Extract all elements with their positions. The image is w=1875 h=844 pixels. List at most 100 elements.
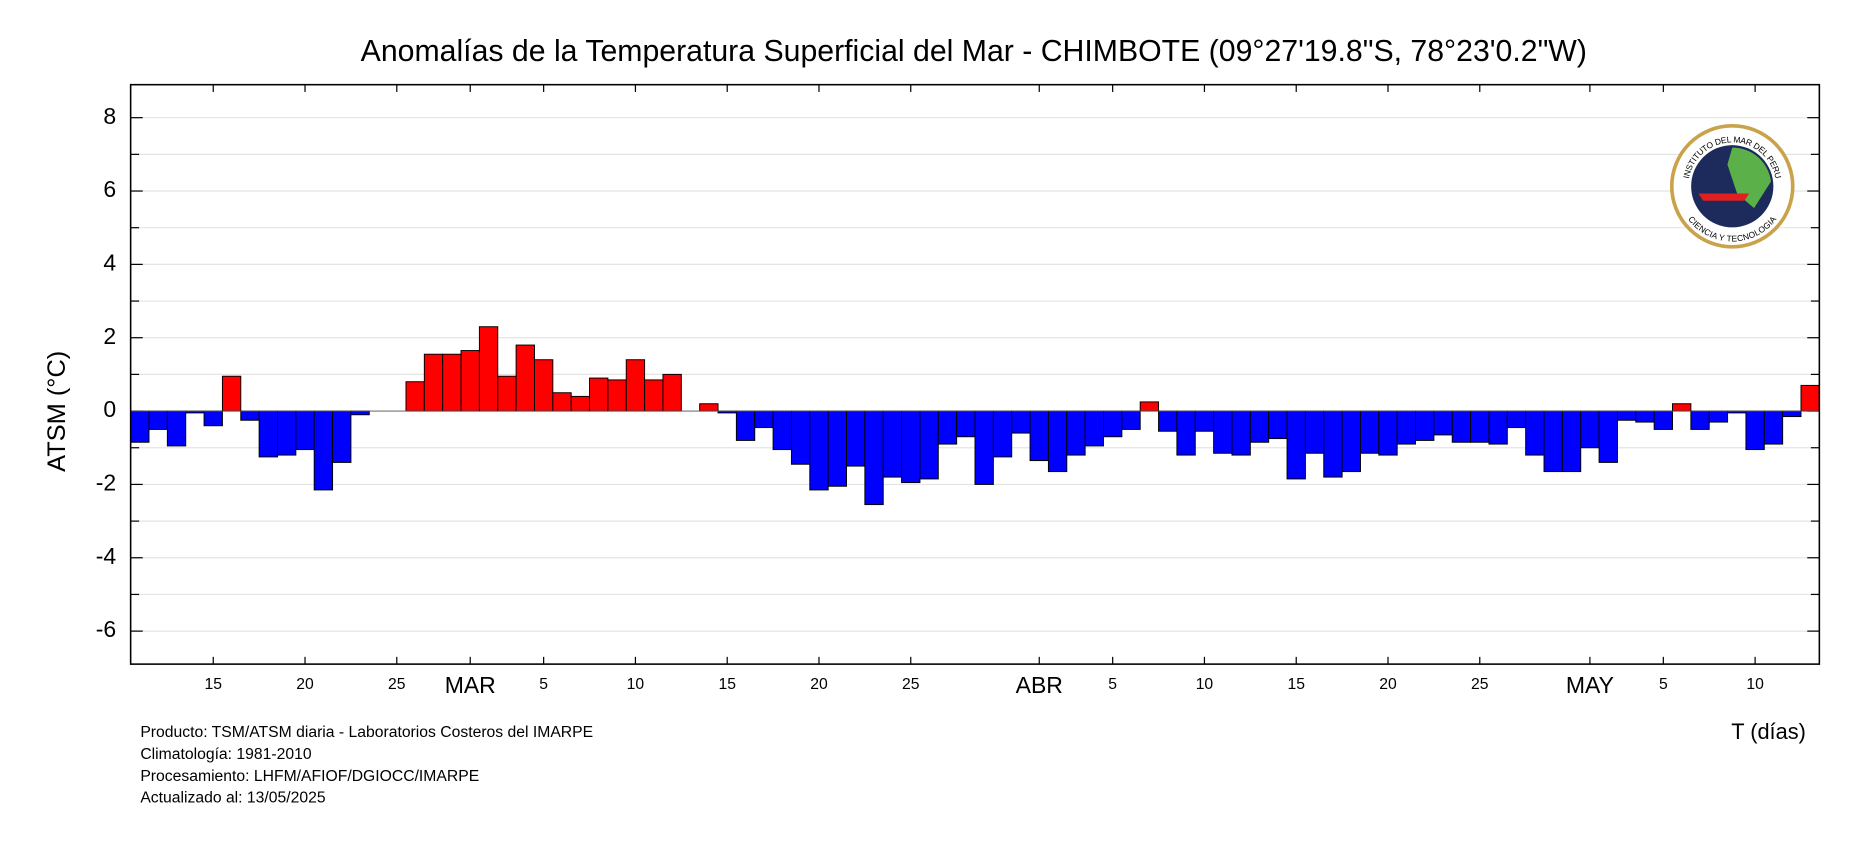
bar <box>1103 410 1123 438</box>
bar <box>1029 410 1049 462</box>
bar <box>790 410 811 465</box>
footer-line: Actualizado al: 13/05/2025 <box>140 790 326 807</box>
bar <box>1580 410 1600 449</box>
bar <box>1690 410 1710 430</box>
bar <box>295 410 315 451</box>
bar <box>882 410 903 478</box>
x-tick-label: 15 <box>205 676 223 693</box>
y-tick-label: 8 <box>103 103 116 129</box>
bar <box>1268 410 1288 440</box>
bar <box>607 379 627 412</box>
bar <box>864 410 884 506</box>
bar <box>846 410 866 467</box>
y-tick-label: 2 <box>103 323 116 349</box>
x-tick-label: 5 <box>1108 676 1117 693</box>
bar <box>1194 410 1215 432</box>
x-tick-label: 20 <box>810 676 828 693</box>
bar <box>1506 410 1527 429</box>
bar <box>258 410 278 458</box>
x-tick-label: 10 <box>1196 676 1214 693</box>
bar <box>1470 410 1490 443</box>
bar <box>460 350 480 412</box>
bar <box>1451 410 1472 443</box>
bar <box>625 359 646 412</box>
bar <box>1561 410 1582 473</box>
bar <box>203 410 223 427</box>
x-tick-label: 20 <box>1379 676 1397 693</box>
bar <box>423 353 444 412</box>
y-axis-label: ATSM (°C) <box>43 351 71 472</box>
bar <box>754 410 774 429</box>
footer-line: Climatología: 1981-2010 <box>140 746 312 763</box>
bar <box>1304 410 1325 454</box>
bar <box>772 410 792 451</box>
bar <box>901 410 921 484</box>
bar <box>1745 410 1765 451</box>
x-tick-label: 5 <box>539 676 548 693</box>
logo: INSTITUTO DEL MAR DEL PERU CIENCIA Y TEC… <box>1669 123 1795 249</box>
bar <box>552 392 572 412</box>
bar <box>405 381 425 412</box>
x-tick-label: 10 <box>1746 676 1764 693</box>
x-tick-label: 15 <box>718 676 736 693</box>
x-tick-label: 20 <box>296 676 314 693</box>
bar <box>130 410 150 443</box>
bar <box>1635 410 1655 423</box>
y-tick-label: -2 <box>96 469 116 495</box>
bar <box>809 410 829 491</box>
bar <box>497 375 517 412</box>
bar <box>1378 410 1398 456</box>
bar <box>644 379 664 412</box>
x-tick-label: 25 <box>902 676 920 693</box>
bar <box>1213 410 1233 454</box>
bar <box>1782 410 1802 418</box>
bar <box>827 410 847 487</box>
bar <box>148 410 168 430</box>
bar <box>1286 410 1306 480</box>
bar <box>662 373 682 412</box>
x-axis-label: T (días) <box>1731 719 1806 744</box>
bar <box>1176 410 1196 456</box>
logo-ship <box>1698 193 1750 201</box>
x-tick-label: 15 <box>1287 676 1305 693</box>
bar <box>1341 410 1361 473</box>
bar <box>1396 410 1417 445</box>
bar <box>277 410 297 456</box>
y-tick-label: 0 <box>103 396 116 422</box>
month-label: ABR <box>1016 672 1063 698</box>
bar <box>570 395 591 412</box>
bar <box>442 353 462 412</box>
x-tick-label: 5 <box>1659 676 1668 693</box>
bar <box>1158 410 1178 432</box>
bar <box>589 377 609 412</box>
bar <box>974 410 994 485</box>
y-tick-label: -4 <box>96 543 117 569</box>
bar <box>1249 410 1270 443</box>
bar <box>1415 410 1435 441</box>
bar <box>1672 403 1692 412</box>
bar <box>1231 410 1251 456</box>
chart-title: Anomalías de la Temperatura Superficial … <box>361 35 1587 68</box>
bar <box>699 403 719 412</box>
bar <box>992 410 1013 458</box>
bar <box>1433 410 1453 436</box>
bar <box>240 410 260 421</box>
bar <box>1323 410 1343 478</box>
bar <box>533 359 554 412</box>
bar <box>1011 410 1031 434</box>
bar <box>1525 410 1545 456</box>
bar <box>221 375 242 412</box>
bar <box>1653 410 1673 430</box>
bar <box>350 410 370 416</box>
bar <box>478 326 499 412</box>
bar <box>1121 410 1141 430</box>
bar <box>1488 410 1508 445</box>
bar <box>515 344 535 412</box>
footer-line: Procesamiento: LHFM/AFIOF/DGIOCC/IMARPE <box>140 768 479 785</box>
bar <box>1139 401 1160 412</box>
footer-line: Producto: TSM/ATSM diaria - Laboratorios… <box>140 724 593 741</box>
bar <box>1084 410 1104 447</box>
x-tick-label: 25 <box>1471 676 1489 693</box>
month-label: MAR <box>445 672 496 698</box>
x-tick-label: 25 <box>388 676 406 693</box>
